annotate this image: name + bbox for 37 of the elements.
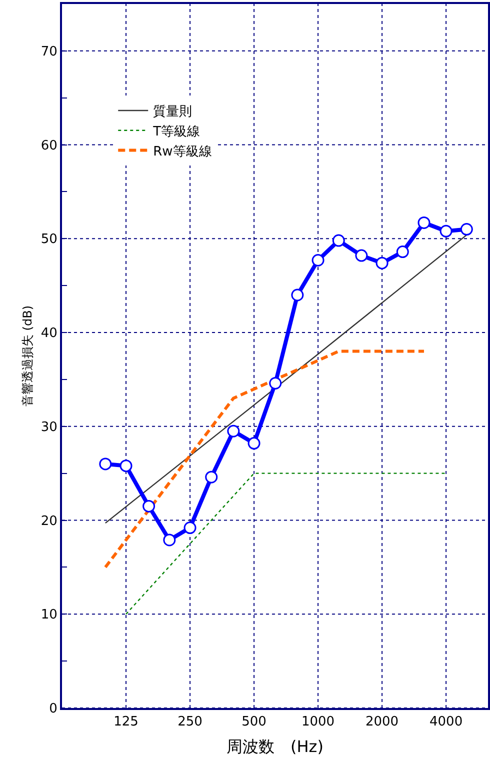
legend-label: 質量則 bbox=[153, 104, 192, 120]
x-tick-label: 4000 bbox=[430, 714, 463, 730]
x-tick-label: 2000 bbox=[365, 714, 399, 730]
point bbox=[332, 234, 345, 247]
point bbox=[440, 224, 452, 238]
y-tick-label: 0 bbox=[49, 702, 58, 717]
point bbox=[355, 249, 368, 262]
point bbox=[227, 424, 240, 438]
y-tick-label: 70 bbox=[40, 44, 58, 60]
y-tick-label: 50 bbox=[40, 232, 58, 248]
y-axis-title: 音響透過損失 (dB) bbox=[20, 305, 35, 407]
point bbox=[312, 254, 324, 267]
legend-label: Rw等級線 bbox=[153, 144, 212, 160]
x-tick-label: 1000 bbox=[301, 714, 335, 730]
y-tick-label: 10 bbox=[40, 608, 58, 623]
y-tick-label: 40 bbox=[40, 326, 58, 342]
point bbox=[142, 500, 156, 512]
point bbox=[99, 458, 112, 470]
point bbox=[163, 534, 176, 546]
y-tick-label: 60 bbox=[40, 138, 58, 154]
x-tick-label: 125 bbox=[114, 714, 138, 730]
y-tick-label: 30 bbox=[40, 420, 58, 435]
point bbox=[248, 437, 260, 450]
x-tick-label: 250 bbox=[178, 714, 202, 730]
legend-label: T等級線 bbox=[152, 124, 200, 140]
y-tick-label: 20 bbox=[40, 514, 58, 529]
point bbox=[184, 522, 196, 534]
point bbox=[120, 460, 132, 472]
x-axis-title: 周波数 (Hz) bbox=[226, 736, 324, 756]
point bbox=[460, 223, 473, 236]
point bbox=[376, 256, 388, 270]
point bbox=[418, 216, 430, 229]
point bbox=[269, 376, 282, 390]
x-tick-label: 500 bbox=[242, 714, 266, 730]
point bbox=[205, 470, 218, 484]
point bbox=[396, 246, 409, 258]
point bbox=[291, 288, 304, 302]
